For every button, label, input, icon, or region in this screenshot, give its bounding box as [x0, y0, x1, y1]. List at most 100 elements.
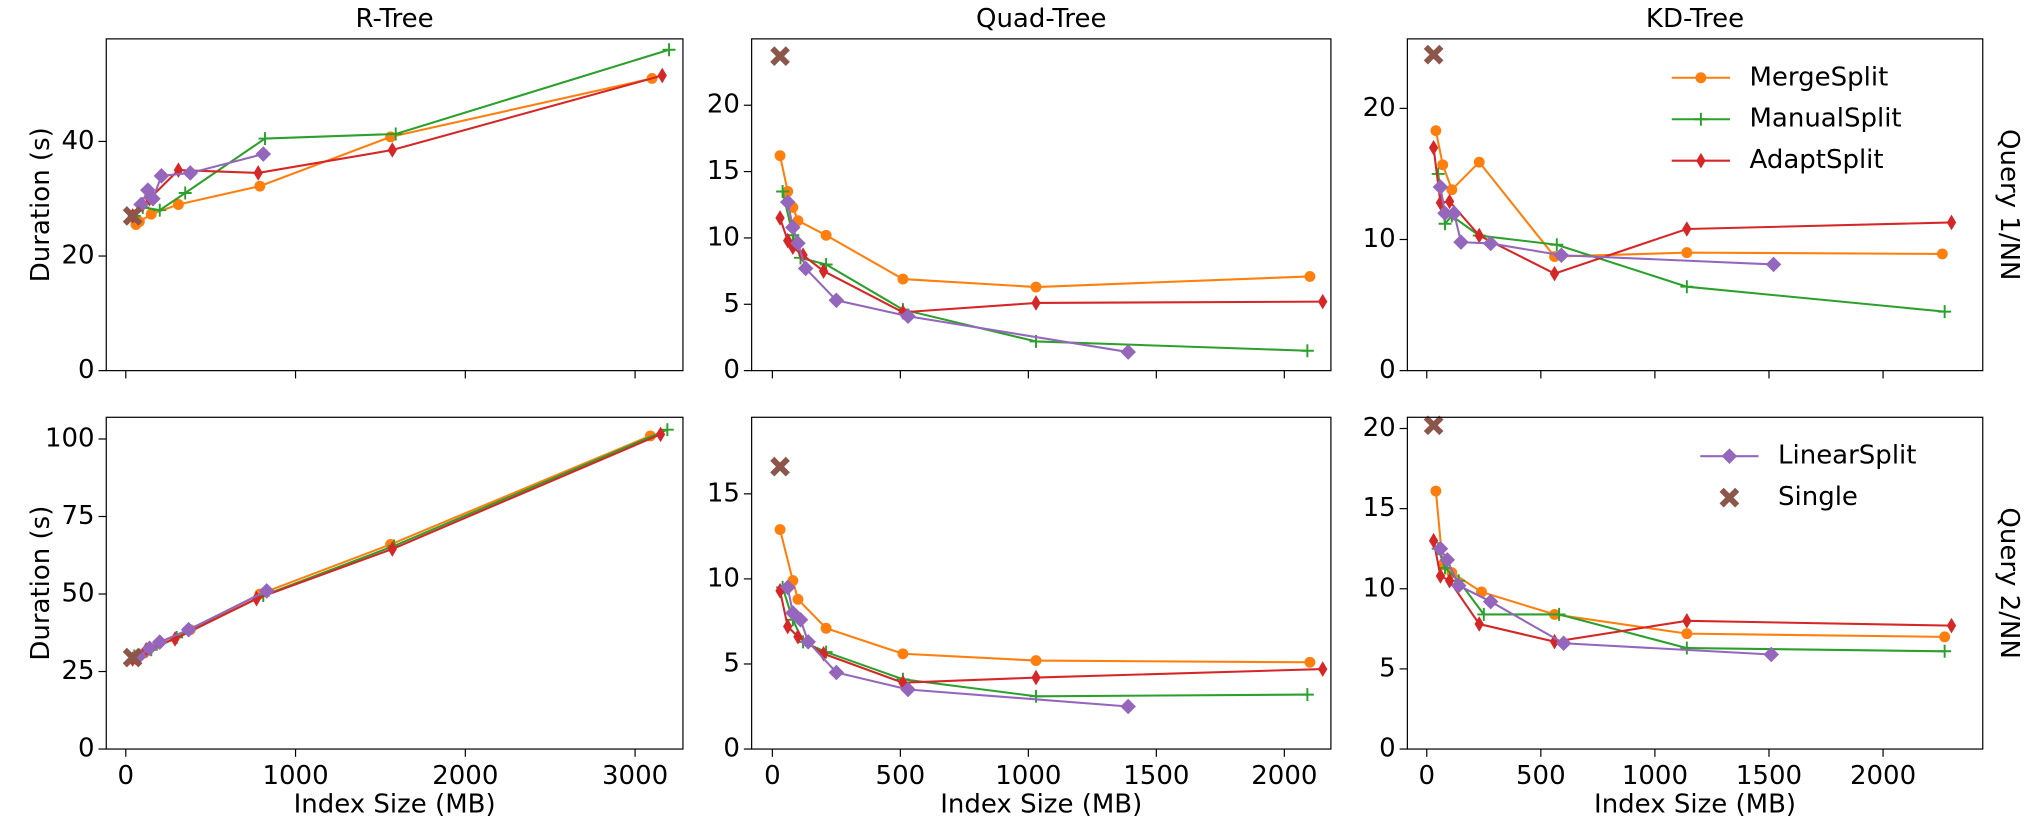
- series-line: [781, 587, 1308, 698]
- plot-frame: [751, 38, 1332, 372]
- marker: [253, 165, 263, 181]
- marker: [1681, 247, 1693, 259]
- marker: [153, 168, 170, 184]
- y-tick-label: 20: [1363, 413, 1396, 443]
- marker: [1318, 661, 1328, 677]
- marker: [900, 681, 916, 698]
- legend-marker: [1721, 448, 1738, 464]
- series-line: [131, 74, 663, 217]
- series-line: [786, 201, 1129, 354]
- marker: [151, 634, 168, 650]
- marker: [1474, 227, 1484, 244]
- marker: [1120, 698, 1136, 715]
- marker: [1938, 644, 1952, 658]
- y-tick-label: 10: [1363, 573, 1396, 603]
- marker: [779, 579, 796, 596]
- x-tick-label: 1000: [1622, 761, 1688, 791]
- marker: [1444, 193, 1455, 210]
- marker: [793, 628, 803, 645]
- series-line: [133, 428, 668, 657]
- marker: [818, 645, 829, 662]
- y-tick-label: 75: [62, 501, 95, 531]
- row-label: Query 2/NN: [1994, 507, 2024, 658]
- marker: [389, 127, 403, 141]
- marker: [897, 648, 909, 660]
- x-tick-label: 0: [118, 761, 135, 791]
- y-tick-label: 5: [1379, 653, 1396, 683]
- marker: [258, 132, 272, 146]
- y-tick-label: 0: [78, 355, 95, 385]
- series-line: [133, 48, 670, 217]
- series-line: [1437, 173, 1945, 313]
- marker: [779, 194, 796, 210]
- legend-label: ManualSplit: [1749, 104, 1901, 134]
- marker: [820, 622, 832, 634]
- y-tick-label: 10: [707, 222, 740, 252]
- plot-frame: [105, 416, 684, 750]
- marker: [1030, 655, 1042, 667]
- marker: [818, 263, 829, 279]
- marker: [1031, 295, 1041, 311]
- marker: [770, 456, 790, 477]
- marker: [898, 674, 908, 691]
- x-tick-label: 1500: [1736, 761, 1802, 791]
- series-line: [786, 587, 1129, 708]
- marker: [122, 647, 143, 668]
- y-axis-label: Duration (s): [26, 127, 56, 282]
- marker: [1474, 616, 1484, 632]
- y-tick-label: 20: [1363, 93, 1396, 123]
- y-tick-label: 10: [1363, 224, 1396, 254]
- y-tick-label: 15: [707, 156, 740, 186]
- marker: [1432, 179, 1449, 195]
- marker: [1428, 532, 1439, 549]
- y-tick-label: 40: [62, 126, 95, 156]
- series-line: [779, 155, 1310, 289]
- x-axis-label: Index Size (MB): [294, 789, 496, 819]
- marker: [1482, 235, 1499, 252]
- x-axis-label: Index Size (MB): [1594, 789, 1796, 819]
- marker: [1120, 344, 1136, 360]
- x-tick-label: 500: [1516, 761, 1566, 791]
- marker: [1437, 205, 1453, 222]
- row-label: Query 1/NN: [1994, 129, 2024, 280]
- x-tick-label: 3000: [602, 761, 668, 791]
- x-tick-label: 0: [1418, 761, 1435, 791]
- x-tick-label: 2000: [432, 761, 498, 791]
- marker: [900, 308, 916, 325]
- y-tick-label: 15: [707, 478, 740, 508]
- x-axis-label: Index Size (MB): [940, 789, 1142, 819]
- series-line: [779, 590, 1323, 684]
- marker: [820, 229, 832, 241]
- legend-label: LinearSplit: [1778, 441, 1916, 471]
- marker: [1938, 305, 1952, 319]
- marker: [1555, 635, 1572, 652]
- marker: [1549, 265, 1560, 282]
- plot-frame: [1406, 416, 1984, 750]
- y-tick-label: 0: [723, 355, 740, 385]
- y-tick-label: 100: [45, 423, 95, 453]
- marker: [774, 150, 786, 162]
- marker: [1553, 247, 1570, 264]
- series-line: [781, 191, 1308, 352]
- marker: [1946, 617, 1957, 634]
- marker: [1318, 293, 1328, 310]
- legend-label: AdaptSplit: [1749, 145, 1883, 175]
- marker: [1453, 234, 1469, 250]
- marker: [775, 210, 785, 226]
- marker: [1763, 646, 1780, 663]
- marker: [182, 165, 199, 181]
- y-tick-label: 0: [723, 734, 740, 764]
- x-tick-label: 2000: [1251, 761, 1317, 791]
- marker: [1435, 568, 1446, 584]
- marker: [800, 634, 816, 650]
- marker: [776, 185, 790, 198]
- y-tick-label: 10: [707, 563, 740, 593]
- x-tick-label: 0: [764, 761, 781, 791]
- marker: [655, 426, 666, 443]
- x-tick-label: 1500: [1123, 761, 1189, 791]
- marker: [1680, 641, 1694, 655]
- panel-title: Quad-Tree: [976, 4, 1107, 34]
- marker: [1304, 656, 1316, 668]
- marker: [770, 46, 790, 66]
- legend-label: Single: [1778, 482, 1858, 512]
